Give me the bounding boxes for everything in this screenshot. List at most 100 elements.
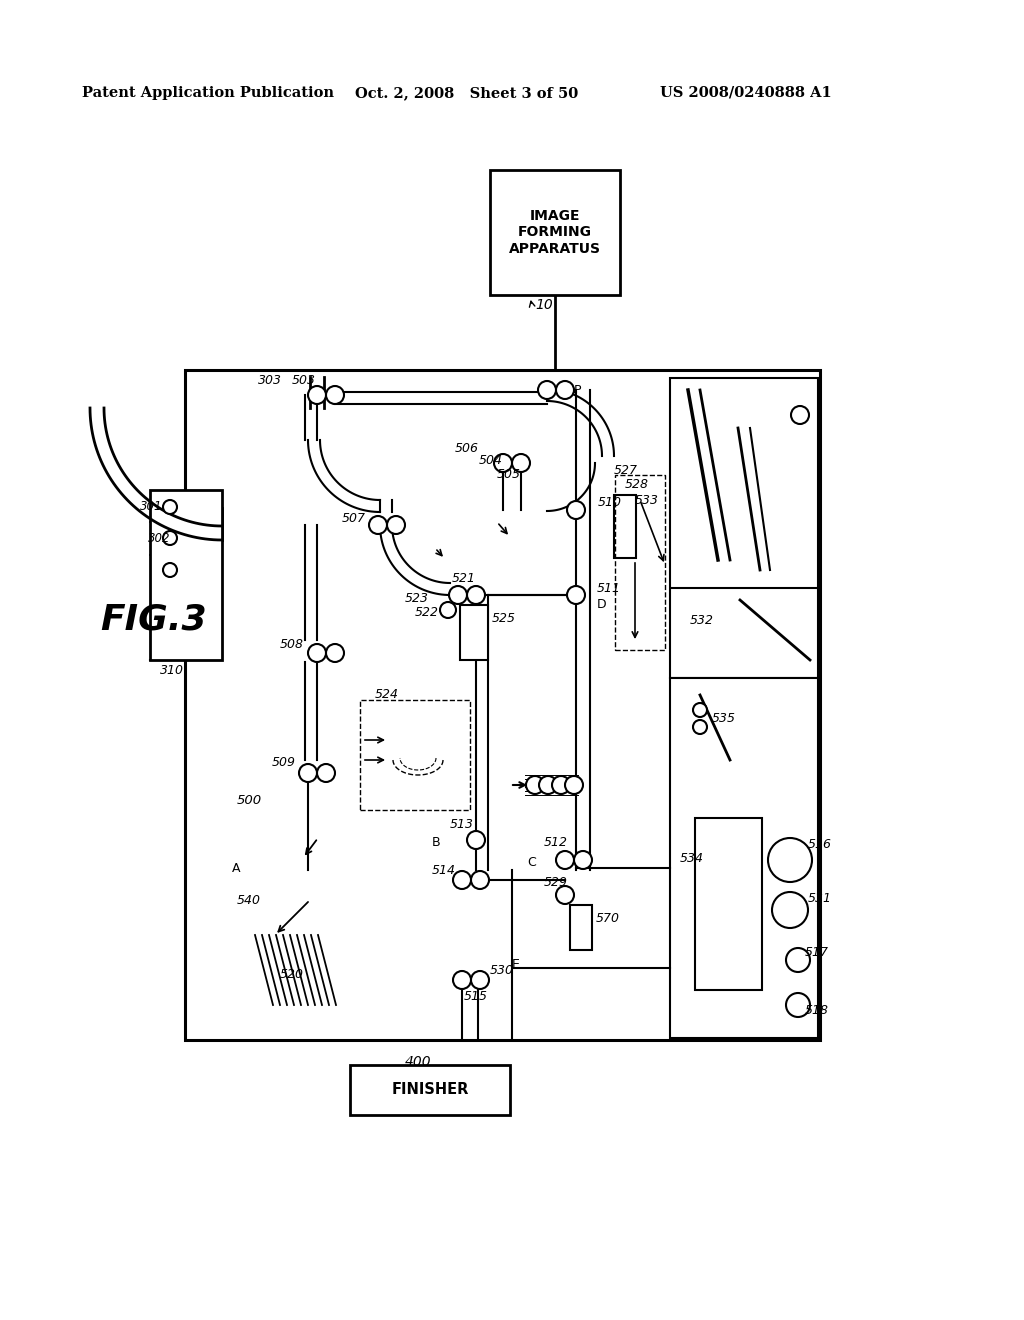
Circle shape	[494, 454, 512, 473]
Circle shape	[449, 586, 467, 605]
Text: E: E	[512, 958, 520, 972]
Text: 517: 517	[805, 946, 829, 960]
Text: 534: 534	[680, 851, 705, 865]
Text: 400: 400	[406, 1055, 432, 1069]
Bar	[490, 170, 620, 294]
Text: 513: 513	[450, 818, 474, 832]
Text: 522: 522	[415, 606, 439, 619]
Text: 310: 310	[160, 664, 184, 676]
Text: 524: 524	[375, 689, 399, 701]
Bar	[350, 1065, 510, 1115]
Circle shape	[791, 407, 809, 424]
Text: 525: 525	[492, 611, 516, 624]
Text: 520: 520	[280, 969, 304, 982]
Text: FINISHER: FINISHER	[391, 1082, 469, 1097]
Text: 535: 535	[712, 711, 736, 725]
Text: 523: 523	[406, 591, 429, 605]
Bar	[150, 490, 222, 660]
Circle shape	[567, 502, 585, 519]
Circle shape	[163, 564, 177, 577]
Circle shape	[467, 586, 485, 605]
Bar	[570, 906, 592, 950]
Circle shape	[786, 993, 810, 1016]
Text: 500: 500	[237, 793, 262, 807]
Circle shape	[163, 500, 177, 513]
Circle shape	[299, 764, 317, 781]
Text: 570: 570	[596, 912, 620, 924]
Bar	[185, 370, 820, 1040]
Text: C: C	[527, 855, 536, 869]
Circle shape	[786, 948, 810, 972]
Circle shape	[512, 454, 530, 473]
Text: 303: 303	[258, 374, 282, 387]
Text: 515: 515	[464, 990, 488, 1003]
Bar	[670, 378, 818, 678]
Circle shape	[326, 385, 344, 404]
Bar	[670, 678, 818, 1038]
Circle shape	[693, 719, 707, 734]
Circle shape	[526, 776, 544, 795]
Circle shape	[308, 385, 326, 404]
Circle shape	[539, 776, 557, 795]
Bar	[360, 700, 470, 810]
Circle shape	[565, 776, 583, 795]
Text: 514: 514	[432, 863, 456, 876]
Bar	[695, 818, 762, 990]
Circle shape	[471, 972, 489, 989]
Bar	[614, 495, 636, 558]
Circle shape	[556, 886, 574, 904]
Circle shape	[552, 776, 570, 795]
Text: 530: 530	[490, 964, 514, 977]
Circle shape	[453, 972, 471, 989]
Circle shape	[693, 704, 707, 717]
Text: 531: 531	[808, 891, 831, 904]
Text: 10: 10	[535, 298, 553, 312]
Text: 510: 510	[598, 496, 622, 510]
Circle shape	[538, 381, 556, 399]
Text: IMAGE
FORMING
APPARATUS: IMAGE FORMING APPARATUS	[509, 210, 601, 256]
Circle shape	[326, 644, 344, 663]
Text: 511: 511	[597, 582, 621, 594]
Text: Patent Application Publication: Patent Application Publication	[82, 86, 334, 100]
Circle shape	[163, 531, 177, 545]
Text: A: A	[232, 862, 241, 874]
Text: 508: 508	[280, 639, 304, 652]
Text: 529: 529	[544, 876, 568, 890]
Circle shape	[317, 764, 335, 781]
Text: 527: 527	[614, 463, 638, 477]
Circle shape	[772, 892, 808, 928]
Circle shape	[369, 516, 387, 535]
Circle shape	[556, 851, 574, 869]
Text: D: D	[597, 598, 606, 611]
Circle shape	[308, 644, 326, 663]
Text: 301: 301	[140, 500, 163, 513]
Text: 509: 509	[272, 756, 296, 770]
Bar	[615, 475, 665, 649]
Text: 518: 518	[805, 1003, 829, 1016]
Circle shape	[567, 586, 585, 605]
Circle shape	[387, 516, 406, 535]
Circle shape	[574, 851, 592, 869]
Text: 512: 512	[544, 837, 568, 850]
Text: 532: 532	[690, 614, 714, 627]
Text: 528: 528	[625, 479, 649, 491]
Circle shape	[556, 381, 574, 399]
Text: 503: 503	[292, 374, 316, 387]
Text: Oct. 2, 2008   Sheet 3 of 50: Oct. 2, 2008 Sheet 3 of 50	[355, 86, 579, 100]
Text: 533: 533	[635, 494, 659, 507]
Text: US 2008/0240888 A1: US 2008/0240888 A1	[660, 86, 831, 100]
Circle shape	[440, 602, 456, 618]
Text: B: B	[432, 837, 440, 850]
Text: 516: 516	[808, 838, 831, 851]
Text: P: P	[574, 384, 582, 396]
Text: 521: 521	[452, 572, 476, 585]
Text: 507: 507	[342, 511, 366, 524]
Text: 506: 506	[455, 441, 479, 454]
Circle shape	[453, 871, 471, 888]
Text: 504: 504	[479, 454, 503, 466]
Text: 302: 302	[148, 532, 171, 544]
Text: 540: 540	[237, 894, 261, 907]
Text: 505: 505	[497, 467, 521, 480]
Circle shape	[467, 832, 485, 849]
Circle shape	[768, 838, 812, 882]
